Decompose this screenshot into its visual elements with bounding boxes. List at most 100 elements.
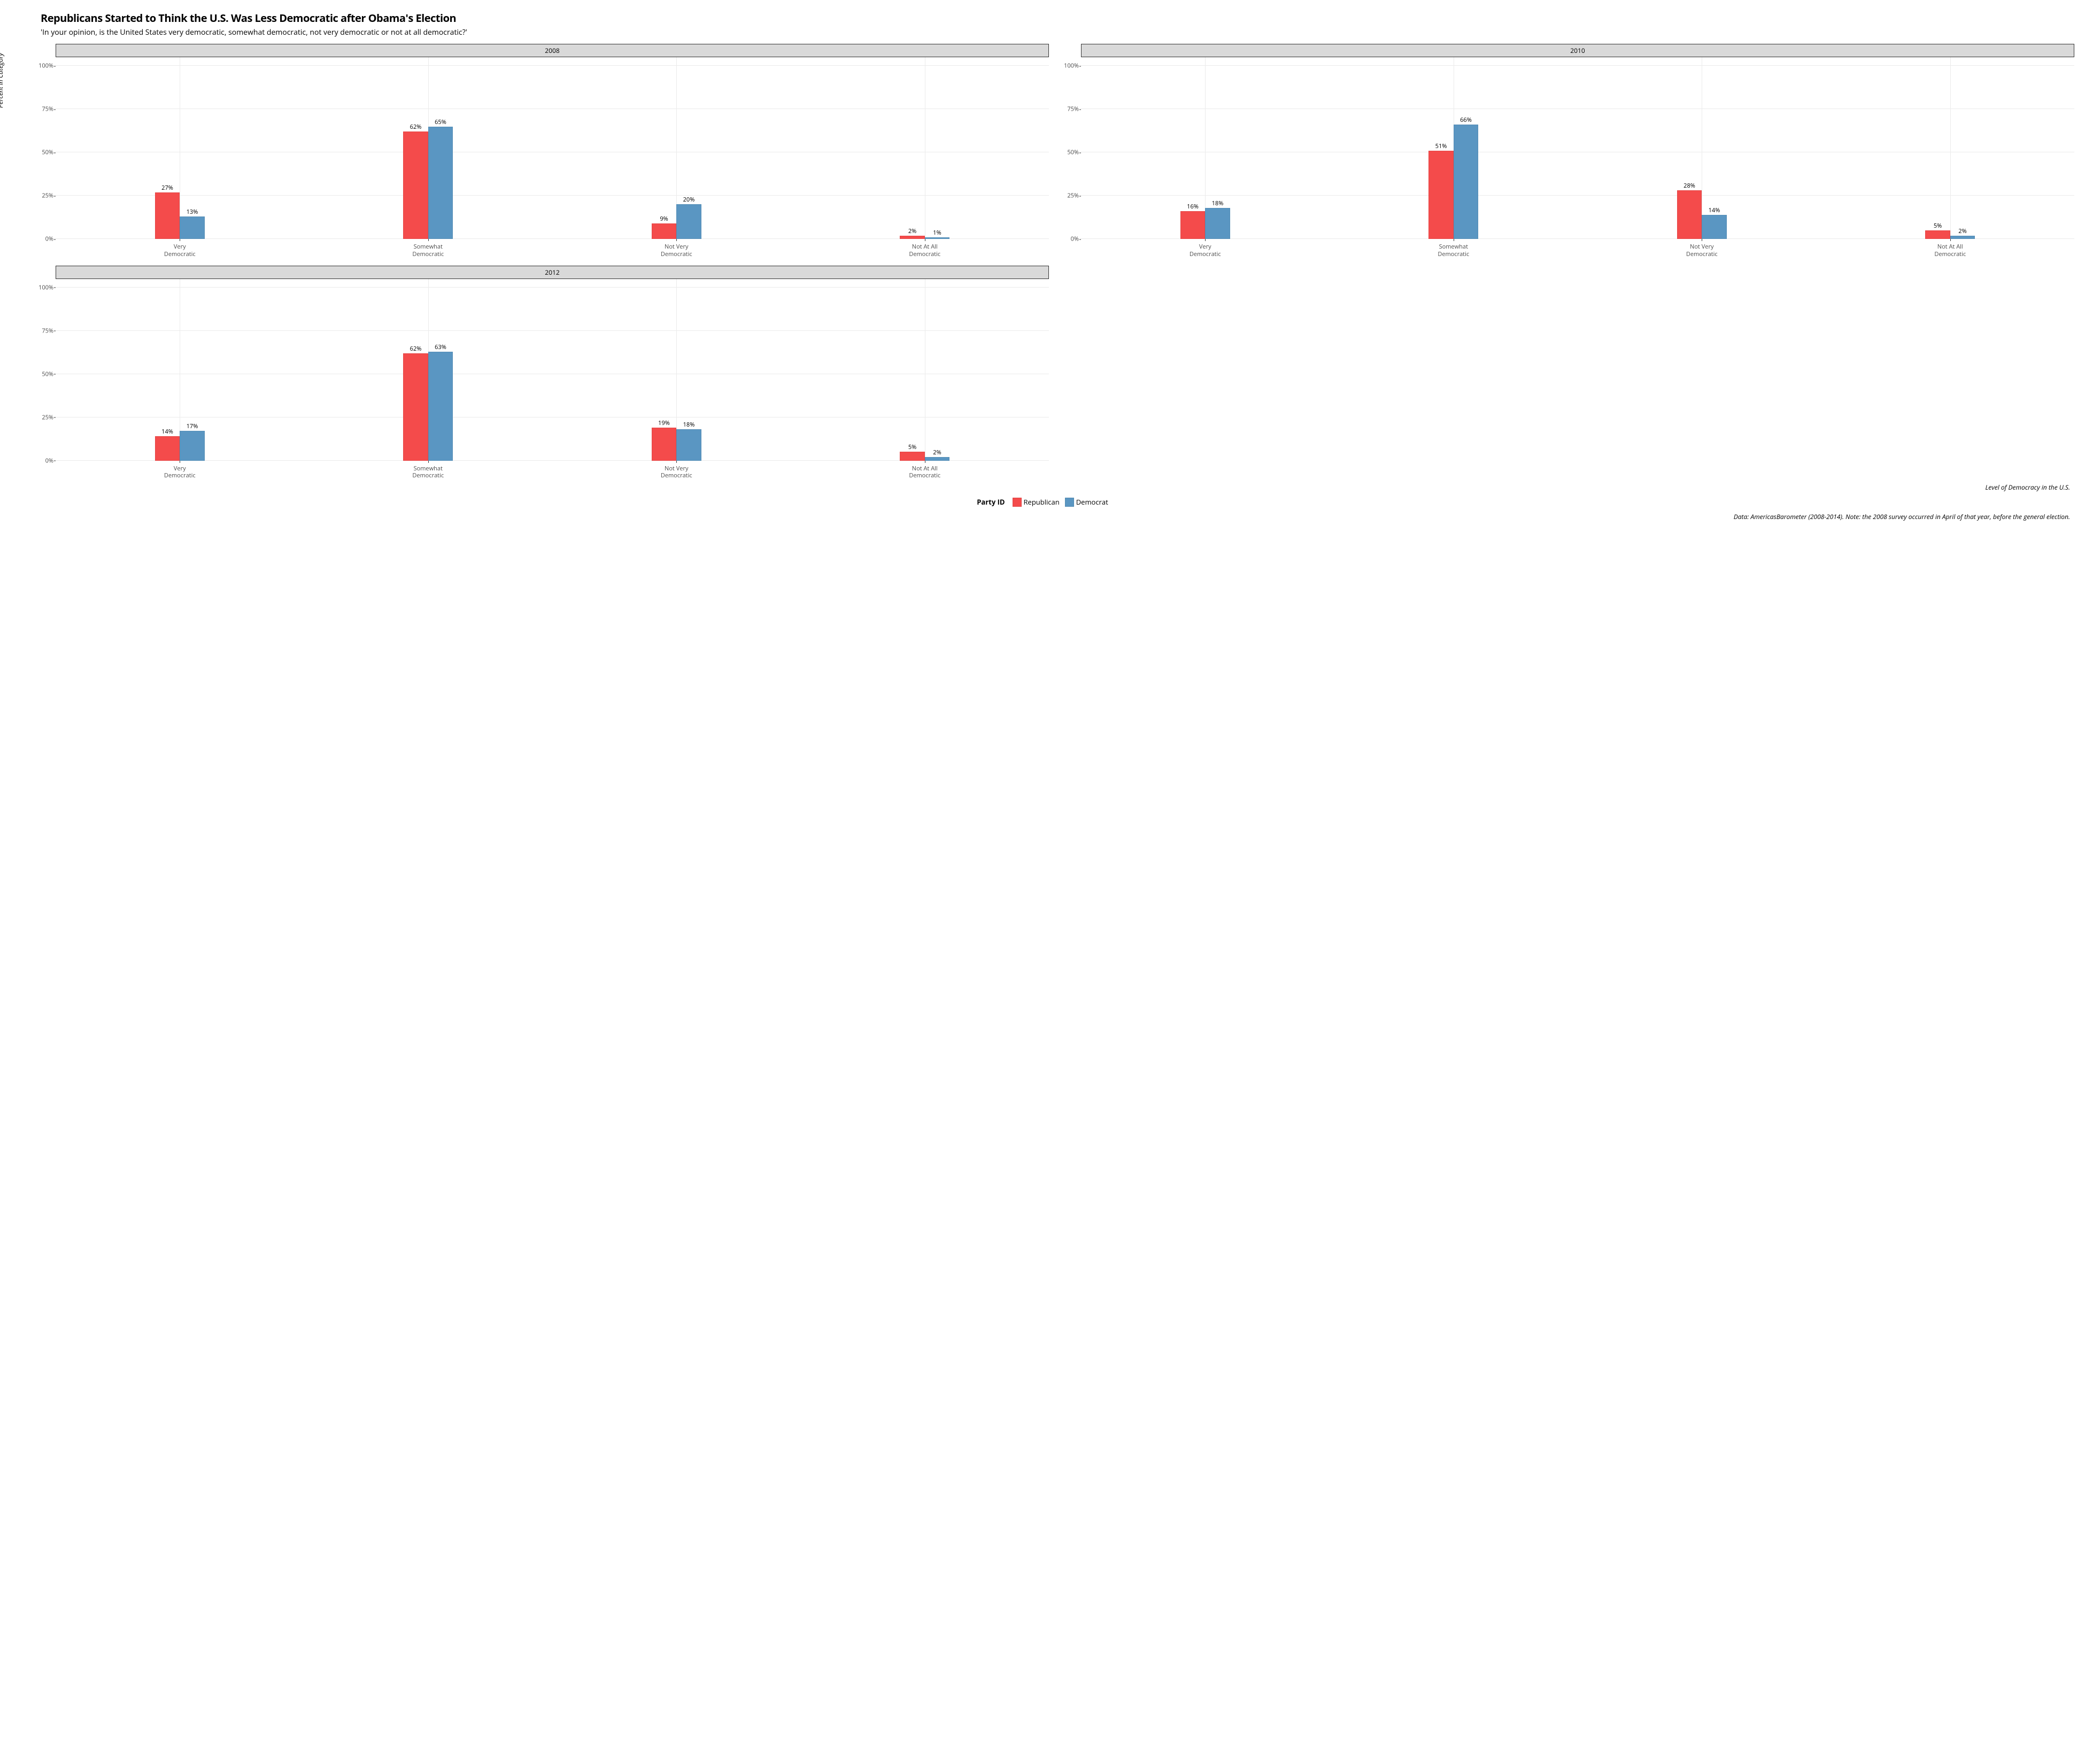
bar-value-label: 17% [187, 422, 198, 430]
bar-value-label: 16% [1187, 203, 1199, 211]
x-tick-label: VeryDemocratic [56, 461, 304, 480]
bar-group: 51%66% [1330, 57, 1578, 239]
bar-group: 28%14% [1578, 57, 1826, 239]
bar-value-label: 2% [908, 227, 916, 235]
facet-strip: 2008 [56, 44, 1049, 57]
bar: 27% [155, 192, 180, 239]
x-tick-label: Not At AllDemocratic [801, 461, 1049, 480]
bar: 5% [1925, 230, 1950, 239]
y-tick-label: 25% [42, 192, 53, 200]
bar-value-label: 1% [933, 229, 941, 237]
y-tick-label: 50% [1067, 149, 1079, 157]
x-tick-label: VeryDemocratic [1081, 239, 1330, 258]
bar: 5% [900, 452, 924, 460]
y-tick-label: 50% [42, 370, 53, 378]
bar-value-label: 51% [1435, 142, 1447, 150]
x-tick-label: SomewhatDemocratic [304, 461, 553, 480]
y-tick-label: 100% [38, 62, 53, 70]
bar-value-label: 14% [1709, 206, 1720, 214]
x-tick-label: SomewhatDemocratic [304, 239, 553, 258]
bar-value-label: 13% [187, 208, 198, 216]
legend-label: Democrat [1076, 497, 1108, 507]
bar-group: 5% 2% [801, 279, 1049, 461]
y-axis-label: Percent in Category [0, 53, 5, 108]
x-tick-label: Not VeryDemocratic [1578, 239, 1826, 258]
bar-value-label: 18% [683, 421, 695, 429]
bar: 28% [1677, 190, 1702, 239]
bar-value-label: 20% [683, 196, 695, 204]
y-tick-label: 0% [45, 235, 53, 243]
facet-strip: 2012 [56, 266, 1049, 279]
plot-area: 14%17%62%63%19%18%5%2% [56, 279, 1049, 461]
bar: 63% [428, 352, 453, 461]
bar-value-label: 66% [1460, 116, 1472, 124]
bar-group: 62%65% [304, 57, 553, 239]
facet-panel: 20100%25%50%75%100%16%18%51%66%28%14%5%2… [1059, 44, 2074, 258]
bar: 18% [676, 429, 701, 460]
y-tick-label: 25% [42, 413, 53, 421]
bar-value-label: 63% [435, 343, 446, 351]
bar-group: 14%17% [56, 279, 304, 461]
legend-swatch [1065, 498, 1074, 507]
bar-group: 9% 20% [552, 57, 801, 239]
legend-item: Democrat [1065, 497, 1108, 507]
bar-group: 19%18% [552, 279, 801, 461]
facet-panel: 20080%25%50%75%100%27%13%62%65%9%20%2%1%… [33, 44, 1049, 258]
bar-group: 62% 63% [304, 279, 553, 461]
x-axis-label: Level of Democracy in the U.S. [11, 483, 2070, 492]
bar: 20% [676, 204, 701, 239]
legend-swatch [1013, 498, 1022, 507]
y-tick-label: 25% [1067, 192, 1079, 200]
bar-value-label: 65% [435, 118, 446, 126]
bar-value-label: 9% [660, 215, 668, 223]
bar: 19% [652, 428, 676, 461]
bar-value-label: 2% [1958, 227, 1966, 235]
bar: 66% [1454, 125, 1478, 239]
bar: 16% [1180, 211, 1205, 239]
x-tick-label: Not VeryDemocratic [552, 461, 801, 480]
x-tick-label: Not VeryDemocratic [552, 239, 801, 258]
y-tick-label: 75% [42, 105, 53, 113]
y-tick-label: 100% [1064, 62, 1079, 70]
bar-value-label: 62% [410, 345, 422, 353]
bar: 13% [180, 216, 204, 239]
legend: Party ID Republican Democrat [11, 497, 2074, 507]
bar: 14% [1702, 215, 1726, 239]
legend-item: Republican [1013, 497, 1060, 507]
facet-strip: 2010 [1081, 44, 2074, 57]
caption: Data: AmericasBarometer (2008-2014). Not… [11, 512, 2070, 521]
chart-subtitle: 'In your opinion, is the United States v… [41, 27, 2074, 37]
x-tick-label: Not At AllDemocratic [801, 239, 1049, 258]
bar-group: 16%18% [1081, 57, 1330, 239]
facet-grid: 20080%25%50%75%100%27%13%62%65%9%20%2%1%… [33, 44, 2074, 479]
x-tick-label: VeryDemocratic [56, 239, 304, 258]
bar-value-label: 2% [933, 448, 941, 457]
bar: 14% [155, 436, 180, 460]
legend-label: Republican [1024, 497, 1060, 507]
bar-value-label: 18% [1212, 199, 1224, 207]
bar-value-label: 27% [161, 184, 173, 192]
bar-value-label: 14% [161, 428, 173, 436]
bar-value-label: 5% [908, 443, 916, 451]
bar: 51% [1428, 151, 1453, 239]
y-tick-label: 0% [1071, 235, 1079, 243]
bar-group: 2% 1% [801, 57, 1049, 239]
y-tick-label: 50% [42, 149, 53, 157]
plot-area: 16%18%51%66%28%14%5%2% [1081, 57, 2074, 239]
bar-value-label: 28% [1684, 182, 1695, 190]
bar: 65% [428, 127, 453, 239]
y-tick-label: 75% [1067, 105, 1079, 113]
y-tick-label: 0% [45, 457, 53, 465]
bar: 18% [1205, 208, 1230, 239]
bar-value-label: 5% [1934, 222, 1942, 230]
chart-title: Republicans Started to Think the U.S. Wa… [41, 11, 2074, 25]
x-tick-label: Not At AllDemocratic [1826, 239, 2075, 258]
bar: 62% [403, 131, 428, 239]
plot-area: 27%13%62%65%9%20%2%1% [56, 57, 1049, 239]
bar-value-label: 19% [658, 419, 670, 427]
legend-title: Party ID [977, 497, 1005, 507]
bar-group: 27%13% [56, 57, 304, 239]
bar: 17% [180, 431, 204, 460]
y-tick-label: 100% [38, 283, 53, 291]
empty-panel [1059, 266, 2074, 480]
